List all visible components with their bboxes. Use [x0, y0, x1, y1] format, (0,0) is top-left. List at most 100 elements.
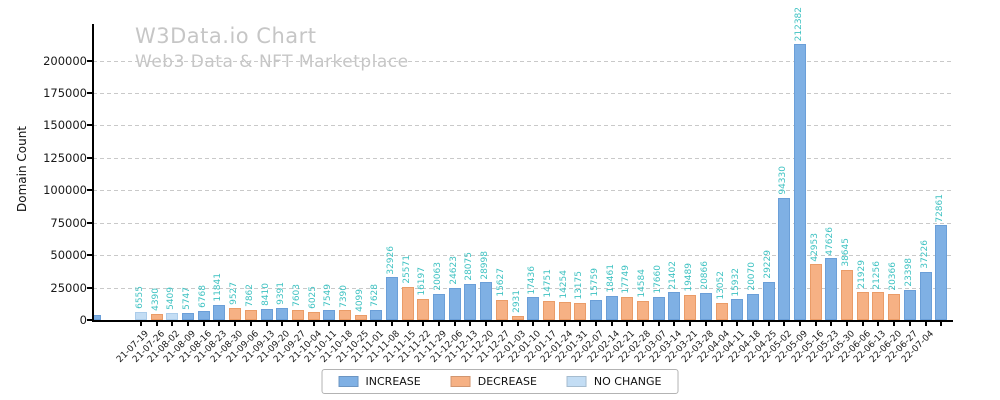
bar-22-01-17	[542, 300, 555, 320]
bar-value-label: 17436	[527, 265, 538, 295]
bar-22-03-28	[699, 292, 712, 320]
bar-value-label: 72861	[935, 193, 946, 223]
y-tick-label: 150000	[43, 118, 87, 133]
bar-21-11-15	[401, 286, 414, 320]
bar-21-11-29	[433, 293, 446, 320]
x-tick-mark	[830, 322, 833, 326]
chart-title: W3Data.io Chart	[135, 24, 317, 48]
x-tick-mark	[391, 322, 394, 326]
y-tick-mark	[87, 156, 92, 159]
x-tick-mark	[469, 322, 472, 326]
bar-value-label: 25571	[401, 255, 412, 284]
y-tick-label: 125000	[43, 150, 87, 165]
gridline-125000	[93, 157, 952, 159]
bar-21-12-20	[480, 282, 493, 320]
bar-22-07-04	[919, 271, 932, 320]
bar-value-label: 11841	[213, 273, 224, 302]
y-tick-mark	[87, 189, 92, 192]
bar-22-06-13	[872, 292, 885, 320]
bar-value-label: 21256	[872, 260, 883, 290]
y-tick-mark	[87, 254, 92, 257]
x-axis-spine	[92, 320, 953, 322]
x-tick-mark	[547, 322, 550, 326]
bar-21-10-11	[323, 310, 336, 320]
bar-value-label: 14254	[558, 269, 569, 299]
bar-value-label: 94330	[778, 165, 789, 195]
bar-value-label: 8410	[260, 283, 271, 307]
bar-22-01-10	[527, 297, 540, 320]
bar-22-05-30	[841, 269, 854, 320]
bar-value-label: 28998	[480, 250, 491, 280]
x-tick-mark	[610, 322, 613, 326]
y-tick-label: 175000	[43, 85, 87, 100]
y-tick-mark	[87, 124, 92, 127]
x-tick-mark	[626, 322, 629, 326]
x-tick-mark	[751, 322, 754, 326]
y-tick-mark	[87, 221, 92, 224]
bar-value-label: 20070	[746, 262, 757, 291]
bar-21-12-27	[495, 299, 508, 320]
bar-value-label: 13052	[715, 271, 726, 301]
bar-value-label: 38645	[841, 238, 852, 267]
bar-value-label: 23398	[903, 258, 914, 287]
x-tick-mark	[218, 322, 221, 326]
bar-value-label: 5747	[182, 286, 193, 310]
bar-value-label: 5409	[166, 287, 177, 310]
bar-value-label: 15932	[731, 267, 742, 297]
bar-value-label: 7862	[244, 283, 255, 307]
x-tick-mark	[642, 322, 645, 326]
bar-22-05-09	[793, 44, 806, 320]
bar-value-label: 4390	[150, 288, 161, 312]
bar-value-label: 37226	[919, 240, 930, 269]
x-tick-mark	[893, 322, 896, 326]
x-tick-mark	[532, 322, 535, 326]
x-tick-mark	[453, 322, 456, 326]
bar-21-11-22	[417, 299, 430, 320]
bar-22-03-21	[684, 294, 697, 320]
bar-21-09-13	[260, 309, 273, 320]
gridline-25000	[93, 287, 952, 289]
bar-22-02-21	[621, 296, 634, 320]
bar-value-label: 7390	[338, 284, 349, 308]
bar-22-05-23	[825, 258, 838, 320]
x-tick-mark	[249, 322, 252, 326]
y-tick-label: 50000	[50, 248, 87, 263]
bar-22-02-28	[637, 301, 650, 320]
x-tick-mark	[422, 322, 425, 326]
x-tick-mark	[563, 322, 566, 326]
x-tick-mark	[500, 322, 503, 326]
bar-22-01-24	[558, 301, 571, 320]
x-tick-mark	[595, 322, 597, 326]
bar-value-label: 42953	[809, 232, 820, 262]
bar-value-label: 6025	[307, 286, 318, 310]
y-tick-label: 75000	[50, 215, 87, 230]
legend-label: INCREASE	[365, 375, 421, 388]
x-tick-mark	[296, 322, 299, 326]
x-tick-mark	[234, 322, 237, 326]
bar-value-label: 212382	[793, 7, 804, 42]
x-tick-mark	[187, 322, 190, 326]
bar-22-03-14	[668, 292, 681, 320]
bar-22-05-02	[778, 197, 791, 320]
x-tick-mark	[798, 322, 801, 326]
bar-21-09-27	[291, 310, 304, 320]
bar-22-06-27	[903, 289, 916, 320]
legend-label: NO CHANGE	[593, 375, 662, 388]
bar-last	[935, 225, 948, 320]
bar-21-12-13	[464, 283, 477, 320]
y-tick-label: 0	[79, 313, 87, 327]
bar-21-10-04	[307, 312, 320, 320]
plot-area: 6555 4390 5409 5747 6768 11841 9527 7862 8410 939…	[93, 7, 952, 320]
bar-value-label: 47626	[825, 226, 836, 256]
bar-21-08-30	[229, 307, 242, 320]
bar-21-09-20	[276, 307, 289, 320]
x-tick-mark	[375, 322, 378, 326]
bar-21-07-26	[150, 314, 163, 320]
bar-value-label: 2931	[511, 290, 522, 314]
bar-value-label: 21402	[668, 260, 679, 290]
legend-item-decrease: DECREASE	[450, 375, 537, 388]
gridline-75000	[93, 222, 952, 224]
y-tick-label: 100000	[43, 183, 87, 198]
x-tick-mark	[171, 322, 174, 326]
